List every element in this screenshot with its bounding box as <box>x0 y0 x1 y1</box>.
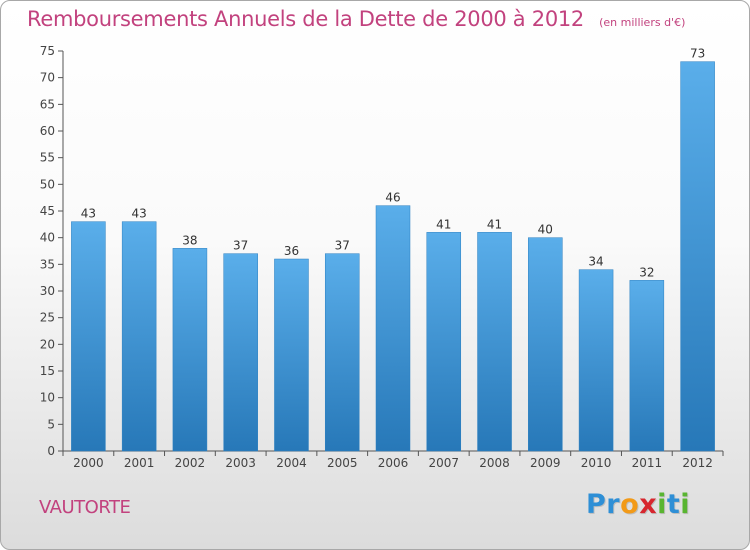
title-row: Remboursements Annuels de la Dette de 20… <box>27 7 685 31</box>
data-label: 37 <box>335 239 350 253</box>
bar <box>71 221 106 452</box>
y-tick-label: 25 <box>40 311 55 325</box>
data-label: 32 <box>639 265 654 279</box>
x-tick-label: 2006 <box>378 456 409 470</box>
logo-letter: r <box>606 489 621 520</box>
y-tick-label: 55 <box>40 151 55 165</box>
chart-title: Remboursements Annuels de la Dette de 20… <box>27 7 584 31</box>
x-tick-label: 2008 <box>479 456 510 470</box>
chart-subtitle: (en milliers d'€) <box>599 16 686 29</box>
data-label: 36 <box>284 244 299 258</box>
x-tick-label: 2011 <box>632 456 663 470</box>
data-label: 38 <box>182 233 197 247</box>
data-label: 43 <box>81 207 96 221</box>
x-tick-label: 2000 <box>73 456 104 470</box>
bar <box>274 258 309 452</box>
y-tick-label: 10 <box>40 391 55 405</box>
bar <box>121 221 157 452</box>
bar <box>629 280 665 452</box>
bar <box>528 237 563 452</box>
logo-letter: x <box>639 489 658 520</box>
logo-letter: P <box>586 489 607 520</box>
y-tick-label: 5 <box>47 417 55 431</box>
proxiti-logo: Proxiti <box>586 489 690 520</box>
y-tick-label: 35 <box>40 257 55 271</box>
y-tick-label: 20 <box>40 337 55 351</box>
x-tick-label: 2009 <box>530 456 561 470</box>
bar <box>375 205 411 452</box>
y-tick-label: 15 <box>40 364 55 378</box>
y-tick-label: 70 <box>40 71 55 85</box>
data-label: 37 <box>233 239 248 253</box>
bar <box>324 253 360 452</box>
logo-letter: i <box>657 489 667 520</box>
bar <box>578 269 614 452</box>
y-tick-label: 75 <box>40 44 55 58</box>
y-tick-label: 65 <box>40 97 55 111</box>
x-tick-label: 2003 <box>225 456 256 470</box>
logo-letter: i <box>680 489 691 520</box>
logo-letter: o <box>620 489 640 520</box>
x-tick-label: 2002 <box>175 456 206 470</box>
y-tick-label: 50 <box>40 177 55 191</box>
logo-letter: t <box>666 489 681 520</box>
bar <box>223 253 258 452</box>
data-label: 73 <box>690 47 705 61</box>
y-tick-label: 0 <box>47 444 55 458</box>
data-label: 46 <box>385 191 400 205</box>
data-label: 40 <box>538 223 553 237</box>
y-tick-label: 40 <box>40 231 55 245</box>
data-label: 34 <box>588 255 603 269</box>
x-tick-label: 2004 <box>276 456 307 470</box>
x-tick-label: 2005 <box>327 456 358 470</box>
data-label: 43 <box>132 207 147 221</box>
x-tick-label: 2010 <box>581 456 612 470</box>
bar <box>680 61 715 452</box>
bar <box>172 248 208 452</box>
data-label: 41 <box>487 217 502 231</box>
y-tick-label: 60 <box>40 124 55 138</box>
y-tick-label: 45 <box>40 204 55 218</box>
labels: 2000 43 2001 43 2002 38 2003 37 2004 36 2005 37 2006… <box>73 47 713 470</box>
axes: 0 5 10 15 20 25 30 35 40 45 50 55 60 65 70 75 <box>40 44 724 458</box>
bar <box>426 232 462 452</box>
x-tick-label: 2012 <box>682 456 713 470</box>
data-label: 41 <box>436 217 451 231</box>
x-tick-label: 2001 <box>124 456 155 470</box>
x-tick-label: 2007 <box>428 456 459 470</box>
bars <box>71 61 715 452</box>
place-name: VAUTORTE <box>39 497 131 518</box>
y-tick-label: 30 <box>40 284 55 298</box>
bar <box>477 232 512 452</box>
